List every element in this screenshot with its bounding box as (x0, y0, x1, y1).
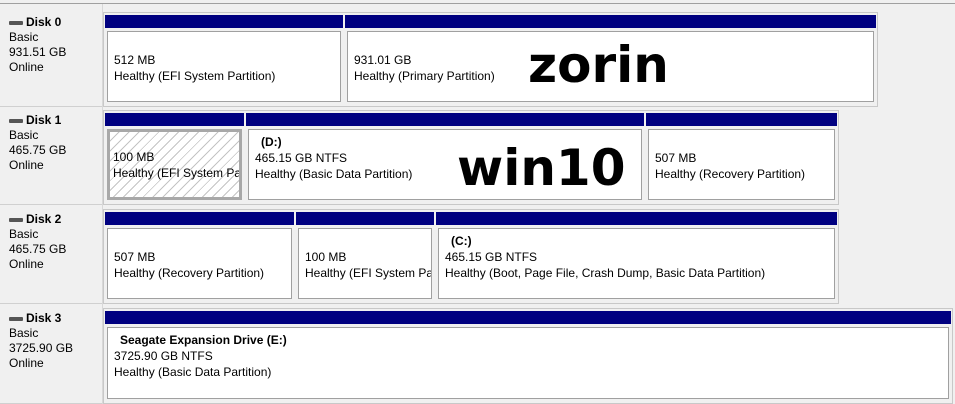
disk-name: Disk 1 (9, 113, 102, 128)
disk-size: 931.51 GB (9, 45, 67, 59)
disk-3-partitions: Seagate Expansion Drive (E:) 3725.90 GB … (103, 308, 953, 404)
partition-size: 465.15 GB NTFS (255, 151, 348, 165)
disk-label-0[interactable]: Disk 0 Basic 931.51 GB Online (0, 10, 102, 107)
partition-header (436, 212, 837, 225)
disk-name-text: Disk 0 (26, 15, 62, 29)
partition[interactable]: Seagate Expansion Drive (E:) 3725.90 GB … (105, 311, 951, 401)
partition[interactable]: (D:) 465.15 GB NTFS Healthy (Basic Data … (246, 113, 644, 202)
partition-header (105, 212, 294, 225)
disk-status: Online (9, 60, 44, 74)
label-divider (102, 4, 103, 404)
partition[interactable]: 507 MB Healthy (Recovery Partition) (646, 113, 837, 202)
disk-size: 3725.90 GB (9, 341, 74, 355)
disk-label-3[interactable]: Disk 3 Basic 3725.90 GB Online (0, 306, 102, 404)
disk-name-text: Disk 3 (26, 311, 62, 325)
disk-name: Disk 2 (9, 212, 102, 227)
disk-type: Basic (9, 30, 39, 44)
partition-status: Healthy (Primary Partition) (354, 69, 495, 83)
partition-status: Healthy (Boot, Page File, Crash Dump, Ba… (445, 266, 766, 280)
disk-name-text: Disk 2 (26, 212, 62, 226)
partition[interactable]: 931.01 GB Healthy (Primary Partition) (345, 15, 876, 104)
spacer (114, 233, 286, 249)
partition-header (296, 212, 434, 225)
partition-body[interactable]: 100 MB Healthy (EFI System Par (298, 228, 432, 299)
disk-type: Basic (9, 128, 39, 142)
partition-size: 465.15 GB NTFS (445, 250, 538, 264)
partition-size: 507 MB (655, 151, 697, 165)
partition-status: Healthy (EFI System Par (113, 166, 242, 180)
disk-icon (9, 217, 23, 222)
disk-status: Online (9, 356, 44, 370)
disk-label-2[interactable]: Disk 2 Basic 465.75 GB Online (0, 207, 102, 304)
disk-type: Basic (9, 326, 39, 340)
partition-header (246, 113, 644, 126)
top-divider (0, 3, 955, 4)
partition[interactable]: 100 MB Healthy (EFI System Par (296, 212, 434, 301)
disk-type: Basic (9, 227, 39, 241)
partition-body[interactable]: 100 MB Healthy (EFI System Par (107, 129, 242, 200)
partition-size: 3725.90 GB NTFS (114, 349, 213, 363)
volume-label: (C:) (451, 234, 472, 248)
partition-header (105, 113, 244, 126)
disk-2-partitions: 507 MB Healthy (Recovery Partition) 100 … (103, 209, 839, 304)
partition-header (345, 15, 876, 28)
disk-size: 465.75 GB (9, 143, 67, 157)
disk-name: Disk 0 (9, 15, 102, 30)
annotation-win10: win10 (457, 139, 626, 197)
partition-size: 100 MB (305, 250, 347, 264)
partition[interactable]: 507 MB Healthy (Recovery Partition) (105, 212, 294, 301)
partition-status: Healthy (Basic Data Partition) (255, 167, 413, 181)
partition-size: 507 MB (114, 250, 156, 264)
partition-body[interactable]: 507 MB Healthy (Recovery Partition) (648, 129, 835, 200)
partition-size: 512 MB (114, 53, 156, 67)
disk-name: Disk 3 (9, 311, 102, 326)
partition-status: Healthy (EFI System Partition) (114, 69, 276, 83)
partition-status: Healthy (Basic Data Partition) (114, 365, 272, 379)
partition-body[interactable]: Seagate Expansion Drive (E:) 3725.90 GB … (107, 327, 949, 399)
spacer (113, 133, 236, 149)
disk-icon (9, 316, 23, 321)
partition[interactable]: 512 MB Healthy (EFI System Partition) (105, 15, 343, 104)
partition[interactable]: 100 MB Healthy (EFI System Par (105, 113, 244, 202)
partition-size: 100 MB (113, 150, 155, 164)
partition-size: 931.01 GB (354, 53, 412, 67)
partition-status: Healthy (EFI System Par (305, 266, 432, 280)
disk-icon (9, 118, 23, 123)
annotation-zorin: zorin (528, 36, 669, 94)
partition-header (105, 15, 343, 28)
volume-label: Seagate Expansion Drive (E:) (120, 333, 287, 347)
partition-body[interactable]: 507 MB Healthy (Recovery Partition) (107, 228, 292, 299)
partition-body[interactable]: (C:) 465.15 GB NTFS Healthy (Boot, Page … (438, 228, 835, 299)
spacer (305, 233, 426, 249)
partition[interactable]: (C:) 465.15 GB NTFS Healthy (Boot, Page … (436, 212, 837, 301)
partition-body[interactable]: (D:) 465.15 GB NTFS Healthy (Basic Data … (248, 129, 642, 200)
disk-status: Online (9, 158, 44, 172)
disk-size: 465.75 GB (9, 242, 67, 256)
spacer (114, 36, 335, 52)
volume-label: (D:) (261, 135, 282, 149)
partition-body[interactable]: 931.01 GB Healthy (Primary Partition) (347, 31, 874, 102)
disk-0-partitions: 512 MB Healthy (EFI System Partition) 93… (103, 12, 878, 107)
partition-body[interactable]: 512 MB Healthy (EFI System Partition) (107, 31, 341, 102)
disk-1-partitions: 100 MB Healthy (EFI System Par (D:) 465.… (103, 110, 839, 205)
partition-status: Healthy (Recovery Partition) (655, 167, 806, 181)
spacer (655, 134, 829, 150)
disk-status: Online (9, 257, 44, 271)
partition-status: Healthy (Recovery Partition) (114, 266, 265, 280)
partition-header (646, 113, 837, 126)
disk-label-1[interactable]: Disk 1 Basic 465.75 GB Online (0, 108, 102, 205)
disk-name-text: Disk 1 (26, 113, 62, 127)
disk-icon (9, 20, 23, 25)
partition-header (105, 311, 951, 324)
